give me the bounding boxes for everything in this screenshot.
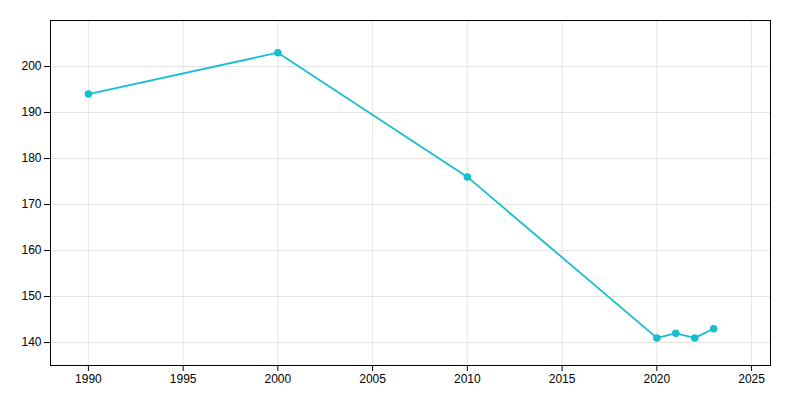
svg-text:2020: 2020	[643, 372, 670, 386]
svg-text:2000: 2000	[265, 372, 292, 386]
svg-text:2015: 2015	[549, 372, 576, 386]
svg-text:2010: 2010	[454, 372, 481, 386]
svg-text:160: 160	[21, 243, 41, 257]
svg-text:140: 140	[21, 335, 41, 349]
svg-text:190: 190	[21, 105, 41, 119]
svg-text:180: 180	[21, 151, 41, 165]
svg-text:1990: 1990	[75, 372, 102, 386]
svg-text:200: 200	[21, 59, 41, 73]
svg-text:170: 170	[21, 197, 41, 211]
svg-text:2005: 2005	[359, 372, 386, 386]
svg-text:2025: 2025	[738, 372, 765, 386]
svg-text:150: 150	[21, 289, 41, 303]
svg-text:1995: 1995	[170, 372, 197, 386]
